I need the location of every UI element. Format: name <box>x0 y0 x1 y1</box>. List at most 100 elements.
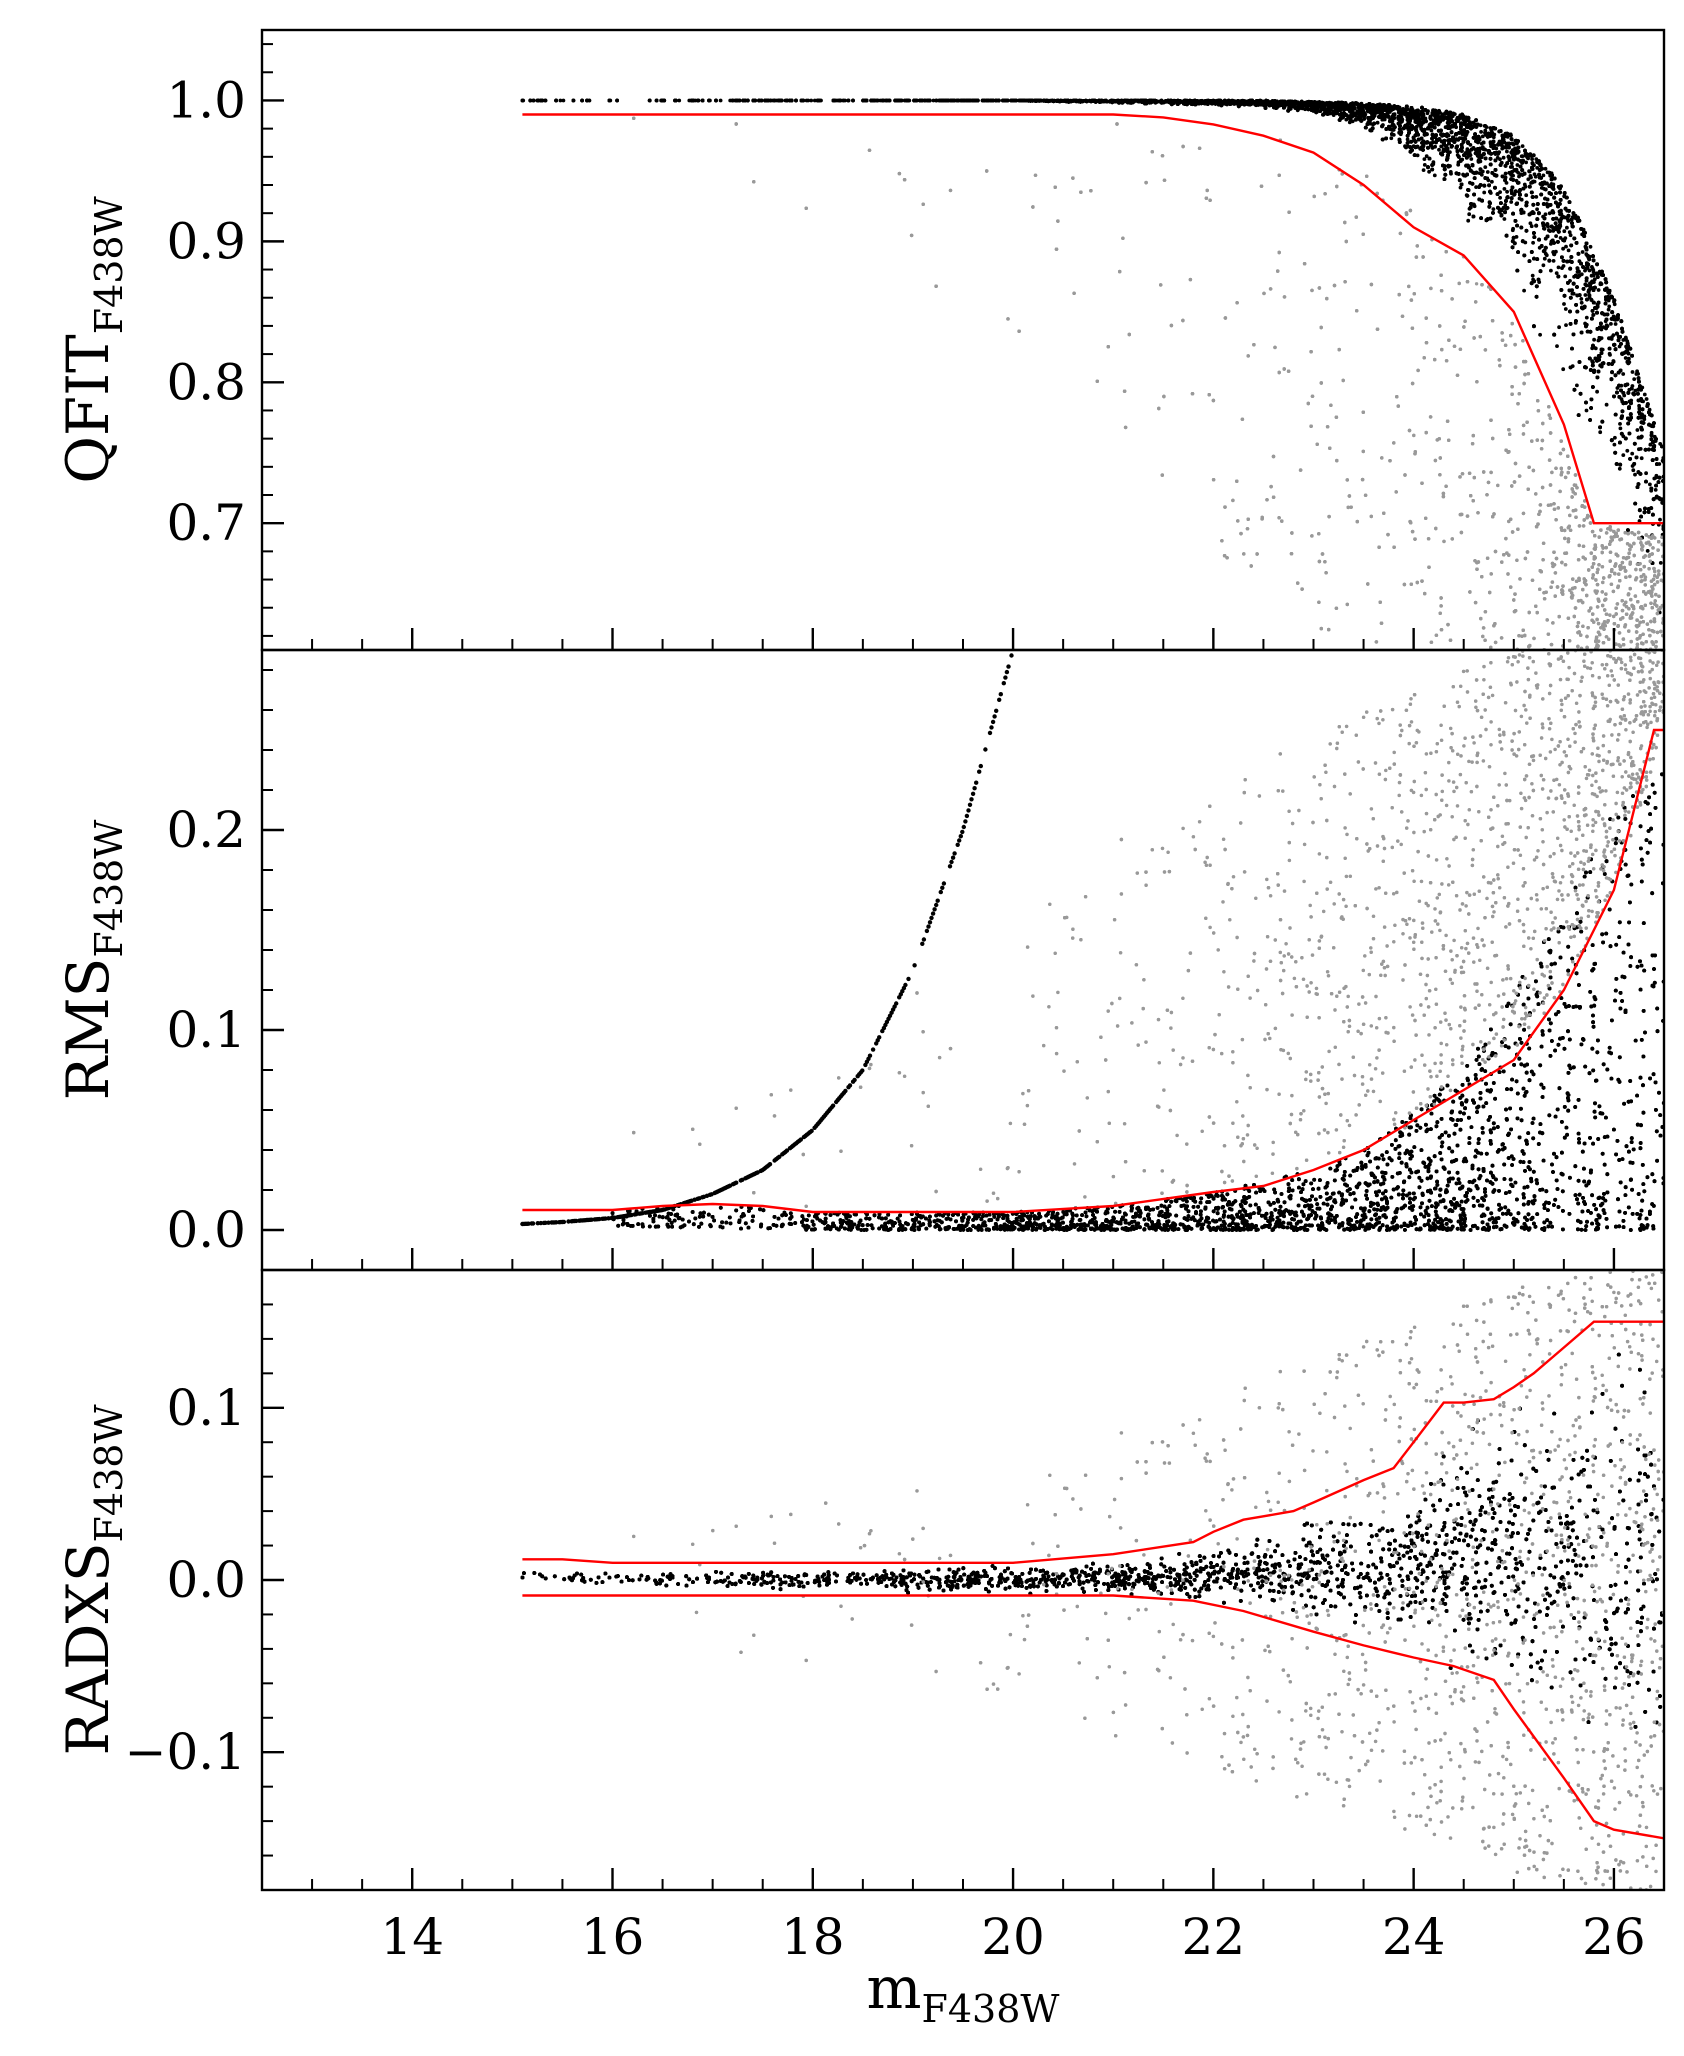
data-point <box>1635 428 1640 432</box>
data-point <box>1591 268 1596 272</box>
plot-area-top <box>520 98 1664 650</box>
data-point <box>1644 397 1649 401</box>
data-point <box>1303 107 1307 112</box>
data-point <box>1633 388 1638 393</box>
data-point <box>561 98 566 103</box>
data-point <box>1557 325 1561 330</box>
data-point <box>1505 149 1509 154</box>
data-point <box>1509 161 1514 166</box>
data-point <box>1528 221 1533 226</box>
data-point <box>1533 174 1538 179</box>
data-point <box>1467 212 1472 217</box>
data-point <box>1462 173 1466 178</box>
data-point <box>1607 351 1612 356</box>
data-point <box>1520 154 1525 159</box>
data-point <box>1432 173 1437 178</box>
data-point <box>1618 422 1622 426</box>
data-point <box>1480 169 1485 174</box>
data-point <box>1491 207 1496 212</box>
data-point <box>1556 265 1561 270</box>
data-point <box>1551 259 1556 263</box>
data-point <box>1579 300 1584 305</box>
data-point <box>1529 224 1534 229</box>
data-point <box>1539 186 1544 190</box>
data-point <box>1618 426 1623 431</box>
data-point <box>1510 228 1515 233</box>
data-point <box>1494 146 1499 151</box>
data-point <box>1482 190 1487 195</box>
data-point <box>1612 302 1617 307</box>
data-point <box>1503 171 1508 176</box>
data-point <box>1424 154 1429 159</box>
data-point <box>1541 173 1546 178</box>
data-point <box>1609 322 1613 326</box>
data-point <box>1375 120 1380 125</box>
data-point <box>1625 448 1630 453</box>
data-point <box>1637 519 1642 523</box>
data-point <box>1530 157 1534 162</box>
data-point <box>1538 332 1542 337</box>
data-point <box>1477 171 1482 176</box>
data-point <box>1515 163 1520 167</box>
data-point <box>1634 372 1639 376</box>
data-point <box>1542 226 1547 231</box>
data-point <box>1454 125 1458 130</box>
data-point <box>1508 165 1513 169</box>
data-point <box>1549 268 1553 273</box>
data-point <box>1503 203 1508 207</box>
data-point <box>1422 157 1427 162</box>
data-point <box>1606 307 1611 312</box>
data-point <box>1627 356 1631 361</box>
data-point <box>1509 200 1514 204</box>
data-point <box>1542 256 1547 261</box>
data-point <box>1591 273 1596 278</box>
data-point <box>1522 182 1527 187</box>
data-point <box>1437 147 1441 152</box>
data-point <box>1633 472 1637 477</box>
data-point <box>1480 134 1485 139</box>
data-point <box>1458 185 1463 190</box>
scatter-selected-top <box>520 98 1664 615</box>
data-point <box>1592 277 1597 282</box>
data-point <box>1530 273 1535 278</box>
data-point <box>1534 157 1539 162</box>
data-point <box>931 98 936 103</box>
data-point <box>1631 468 1636 473</box>
data-point <box>1498 195 1502 200</box>
data-point <box>843 98 847 103</box>
data-point <box>1421 168 1426 173</box>
data-point <box>1535 166 1540 170</box>
data-point <box>1617 466 1622 471</box>
data-point <box>1505 189 1509 194</box>
data-point <box>1422 163 1427 167</box>
data-point <box>1567 230 1572 235</box>
data-point <box>1429 128 1434 133</box>
data-point <box>1448 170 1453 174</box>
data-point <box>1575 383 1579 388</box>
data-point <box>1621 453 1626 457</box>
data-point <box>1347 120 1352 125</box>
data-point <box>1596 288 1601 292</box>
data-point <box>1604 402 1609 407</box>
data-point <box>1344 117 1349 122</box>
data-point <box>1543 212 1548 217</box>
data-point <box>1469 157 1474 161</box>
data-point <box>806 98 811 103</box>
data-point <box>1563 307 1568 311</box>
data-point <box>1607 304 1612 309</box>
data-point <box>1563 274 1568 279</box>
data-point <box>1623 356 1628 360</box>
data-point <box>1632 377 1637 381</box>
data-point <box>1554 271 1559 275</box>
data-point <box>1621 372 1626 376</box>
data-point <box>1630 370 1635 374</box>
data-point <box>1522 288 1526 293</box>
data-point <box>1566 248 1571 253</box>
data-point <box>1587 268 1592 273</box>
data-point <box>1654 473 1659 478</box>
data-point <box>1543 166 1548 171</box>
data-point <box>1642 417 1647 422</box>
data-point <box>1588 244 1593 249</box>
